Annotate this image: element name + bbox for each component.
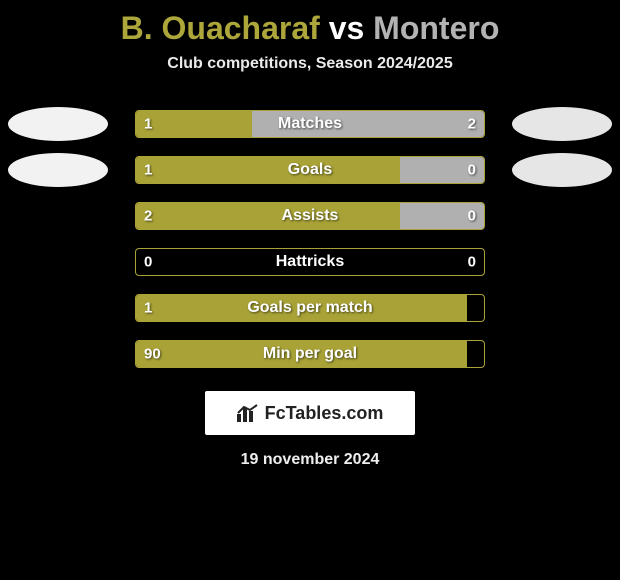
bar-fill-a [136, 157, 400, 183]
team-a-logo [8, 153, 108, 187]
value-b: 0 [468, 162, 476, 179]
bar-fill-a [136, 111, 252, 137]
value-a: 1 [144, 162, 152, 179]
bar-fill-a [136, 295, 467, 321]
team-a-logo [8, 107, 108, 141]
date-text: 19 november 2024 [0, 451, 620, 469]
chart-icon [237, 404, 259, 422]
stat-rows: 12Matches10Goals20Assists00Hattricks1Goa… [0, 101, 620, 377]
comparison-title: B. Ouacharaf vs Montero [0, 0, 620, 55]
stat-row: 20Assists [0, 193, 620, 239]
player-b-name: Montero [373, 10, 499, 46]
value-a: 1 [144, 300, 152, 317]
bar-fill-b [252, 111, 484, 137]
value-b: 0 [468, 208, 476, 225]
bar-fill-a [136, 203, 400, 229]
branding-badge: FcTables.com [205, 391, 415, 435]
value-a: 1 [144, 116, 152, 133]
value-a: 0 [144, 254, 152, 271]
stat-bar: 12Matches [135, 110, 485, 138]
stat-row: 0 0Hattricks [0, 239, 620, 285]
stat-bar: 90Min per goal [135, 340, 485, 368]
team-b-logo [512, 107, 612, 141]
vs-text: vs [329, 10, 365, 46]
branding-text: FcTables.com [265, 403, 384, 424]
value-b: 0 [468, 254, 476, 271]
stat-bar: 1Goals per match [135, 294, 485, 322]
player-a-name: B. Ouacharaf [121, 10, 320, 46]
bar-fill-a [136, 341, 467, 367]
subtitle: Club competitions, Season 2024/2025 [0, 55, 620, 73]
team-b-logo [512, 153, 612, 187]
stat-row: 12Matches [0, 101, 620, 147]
stat-bar: 10Goals [135, 156, 485, 184]
value-b: 2 [468, 116, 476, 133]
stat-row: 90Min per goal [0, 331, 620, 377]
stat-row: 1Goals per match [0, 285, 620, 331]
stat-bar: 20Assists [135, 202, 485, 230]
value-a: 90 [144, 346, 161, 363]
stat-row: 10Goals [0, 147, 620, 193]
value-a: 2 [144, 208, 152, 225]
stat-bar: 0 0Hattricks [135, 248, 485, 276]
stat-label: Hattricks [136, 253, 484, 271]
